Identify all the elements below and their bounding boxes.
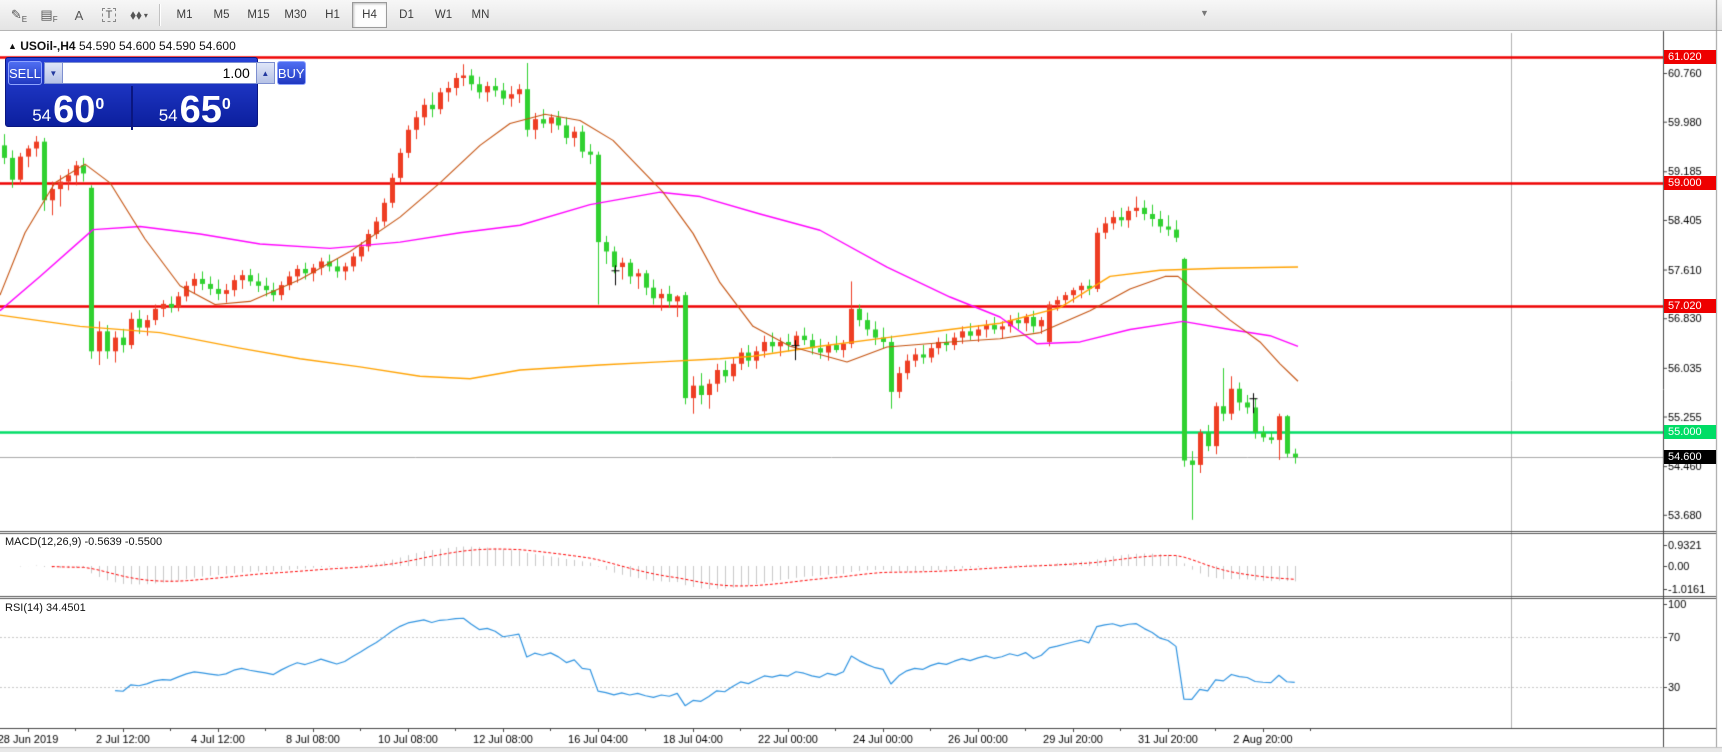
buy-price-big: 65 [179,89,222,131]
chart-title: ▲ USOil-,H4 54.590 54.600 54.590 54.600 [8,39,236,53]
price-badge-57.020: 57.020 [1664,299,1716,313]
one-click-top-row: SELL ▼ ▲ BUY [6,58,306,86]
one-click-trading-panel: SELL ▼ ▲ BUY 54 60 0 54 65 0 [5,57,306,130]
macd-label: MACD(12,26,9) -0.5639 -0.5500 [5,536,163,548]
sell-price-sup: 0 [95,96,105,113]
chart-symbol-timeframe: USOil-,H4 [20,39,76,53]
one-click-prices: 54 60 0 54 65 0 [6,86,257,130]
buy-price[interactable]: 54 65 0 [133,86,258,130]
rsi-label: RSI(14) 34.4501 [5,602,86,614]
volume-decrease-button[interactable]: ▼ [43,62,63,84]
price-badge-61.020: 61.020 [1664,50,1716,64]
price-badge-55.000: 55.000 [1664,425,1716,439]
buy-button[interactable]: BUY [276,61,306,85]
buy-price-small: 54 [158,106,178,125]
price-badge-59.000: 59.000 [1664,176,1716,190]
price-badge-54.600: 54.600 [1664,450,1716,464]
chart-ohlc-values: 54.590 54.600 54.590 54.600 [78,39,236,53]
sell-price[interactable]: 54 60 0 [6,86,133,130]
buy-price-sup: 0 [221,96,231,113]
volume-increase-button[interactable]: ▲ [255,62,275,84]
chart-title-triangle-icon: ▲ [8,41,17,51]
sell-button[interactable]: SELL [8,61,42,85]
sell-price-small: 54 [32,106,52,125]
sell-price-big: 60 [53,89,96,131]
volume-stepper: ▼ ▲ [43,62,275,84]
volume-input[interactable] [62,62,256,84]
